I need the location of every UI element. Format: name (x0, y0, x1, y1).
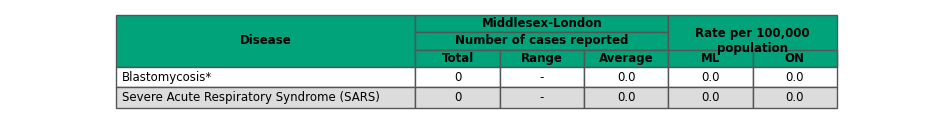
Text: 0.0: 0.0 (701, 91, 720, 104)
Bar (116, 67, 416, 87)
Text: Total: Total (442, 52, 473, 65)
Text: Number of cases reported: Number of cases reported (455, 34, 629, 47)
Bar (499, 67, 584, 87)
Text: ML: ML (701, 52, 720, 65)
Text: Rate per 100,000
population: Rate per 100,000 population (696, 27, 810, 55)
Bar (416, 87, 499, 108)
Bar (669, 67, 752, 87)
Bar (669, 49, 752, 67)
Bar (752, 87, 837, 108)
Bar (116, 15, 416, 67)
Text: Severe Acute Respiratory Syndrome (SARS): Severe Acute Respiratory Syndrome (SARS) (122, 91, 379, 104)
Text: ON: ON (785, 52, 804, 65)
Bar (416, 32, 669, 49)
Bar (669, 87, 752, 108)
Text: Blastomycosis*: Blastomycosis* (122, 71, 212, 84)
Bar (416, 67, 499, 87)
Text: 0.0: 0.0 (617, 71, 635, 84)
Text: 0.0: 0.0 (701, 71, 720, 84)
Text: -: - (539, 71, 544, 84)
Bar (584, 49, 669, 67)
Bar (116, 87, 416, 108)
Bar (416, 49, 499, 67)
Bar (499, 87, 584, 108)
Bar (416, 15, 669, 32)
Text: Disease: Disease (240, 34, 292, 47)
Text: 0.0: 0.0 (786, 71, 804, 84)
Text: 0: 0 (454, 71, 461, 84)
Bar (752, 49, 837, 67)
Text: 0: 0 (454, 91, 461, 104)
Text: 0.0: 0.0 (617, 91, 635, 104)
Text: Middlesex-London: Middlesex-London (482, 17, 602, 30)
Text: -: - (539, 91, 544, 104)
Bar (584, 87, 669, 108)
Bar (499, 49, 584, 67)
Bar (752, 67, 837, 87)
Bar (669, 15, 837, 67)
Text: Range: Range (521, 52, 563, 65)
Bar (584, 67, 669, 87)
Text: Average: Average (599, 52, 654, 65)
Text: 0.0: 0.0 (786, 91, 804, 104)
